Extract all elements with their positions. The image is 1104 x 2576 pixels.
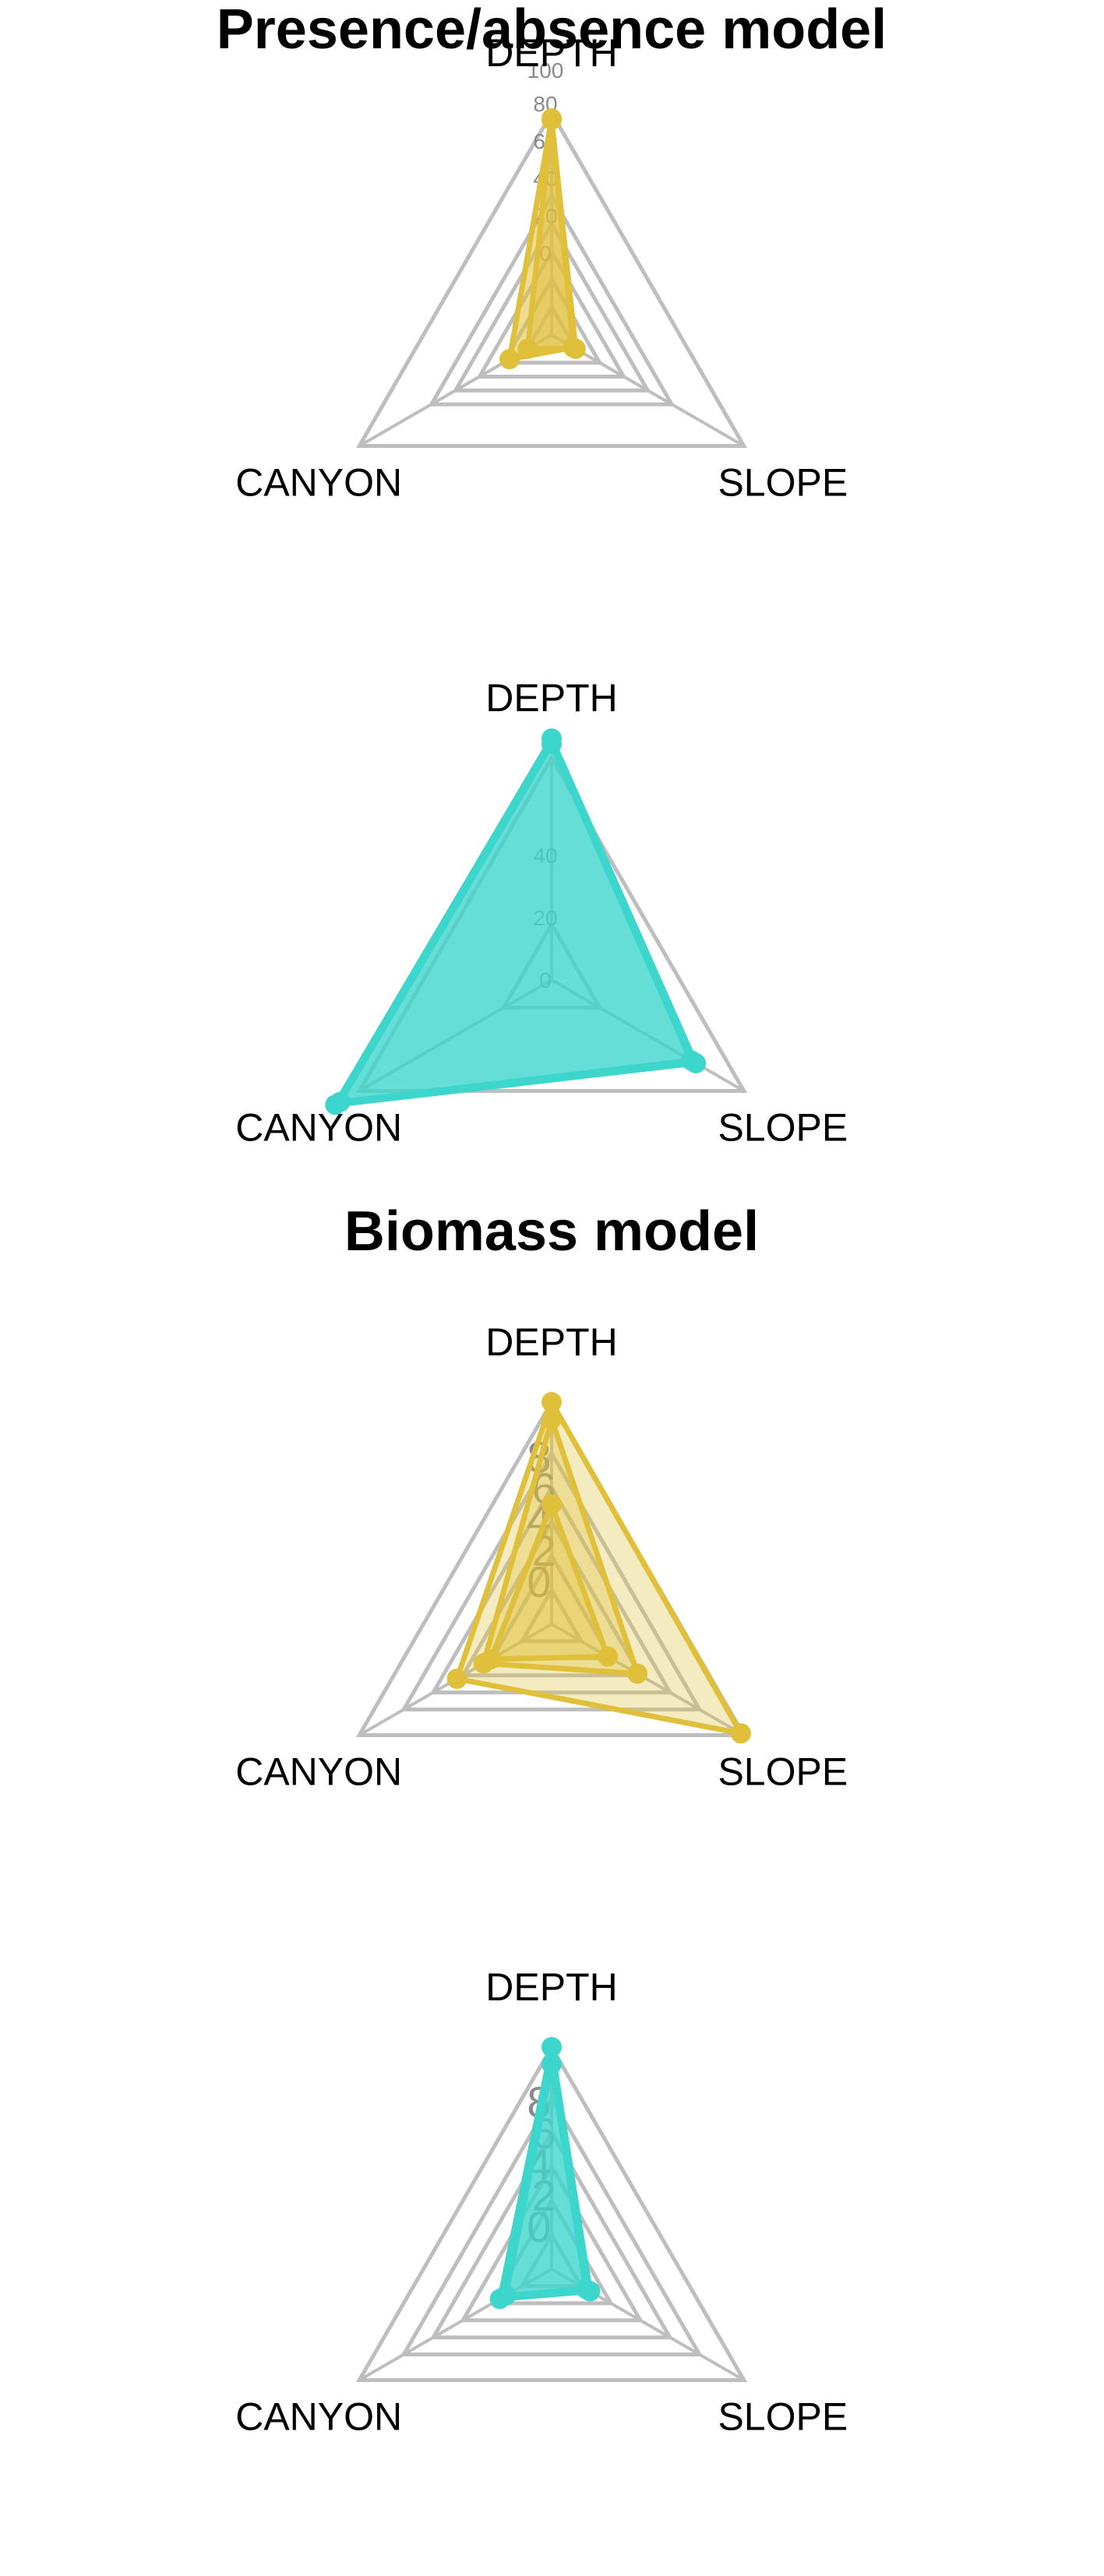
data-point (330, 1091, 351, 1112)
axis-label-depth: DEPTH (485, 1320, 617, 1364)
axis-label-canyon: CANYON (235, 2395, 402, 2439)
data-point (680, 1050, 701, 1071)
data-point (627, 1663, 648, 1684)
series-area (503, 2061, 589, 2299)
data-point (565, 338, 586, 359)
data-point (541, 1408, 562, 1429)
axis-label-depth: DEPTH (485, 676, 617, 720)
axis-label-slope: SLOPE (718, 1106, 848, 1150)
grid-ring (429, 2128, 674, 2340)
data-point (598, 1646, 619, 1667)
axis-label-canyon: CANYON (235, 1106, 402, 1150)
grid-ring (400, 2094, 704, 2357)
data-point (541, 1392, 562, 1412)
data-point (541, 734, 562, 755)
grid-ring (400, 1449, 704, 1712)
grid-outer-ring (355, 109, 748, 448)
data-point (541, 109, 562, 130)
tick-label: 0 (527, 1557, 551, 1606)
radar-panel-2: 02040DEPTHSLOPECANYON (235, 676, 848, 1150)
grid-ring (452, 220, 651, 393)
series-area (488, 1502, 611, 1662)
data-point (731, 1723, 752, 1744)
axis-label-slope: SLOPE (718, 2395, 848, 2439)
grid-ring (518, 1586, 585, 1644)
grid-ring (459, 2162, 644, 2323)
grid-ring (459, 1517, 644, 1678)
data-point (499, 349, 520, 370)
section-title-presence-absence: Presence/absence model (217, 0, 887, 61)
axis-label-canyon: CANYON (235, 1750, 402, 1794)
axis-label-slope: SLOPE (718, 1750, 848, 1794)
grid-outer-ring (355, 2043, 748, 2382)
data-point (541, 1494, 562, 1515)
series-area (481, 1416, 640, 1677)
tick-label: 100 (527, 58, 564, 83)
axis-label-canyon: CANYON (235, 461, 402, 505)
data-point (541, 2037, 562, 2057)
radar-panel-1: 020406080100DEPTHSLOPECANYON (235, 31, 848, 505)
grid-ring (428, 192, 675, 407)
axis-label-slope: SLOPE (718, 461, 848, 505)
axis-label-depth: DEPTH (485, 1965, 617, 2009)
data-point (446, 1669, 467, 1690)
data-point (481, 1648, 502, 1669)
section-title-biomass: Biomass model (344, 1200, 759, 1263)
axis-spoke (551, 1623, 745, 1737)
data-point (541, 2053, 562, 2074)
axis-label-depth: DEPTH (485, 31, 617, 75)
data-point (496, 2285, 517, 2306)
data-point (575, 2278, 596, 2299)
series-area (524, 117, 579, 352)
series-area (337, 741, 694, 1105)
data-point (517, 338, 538, 359)
